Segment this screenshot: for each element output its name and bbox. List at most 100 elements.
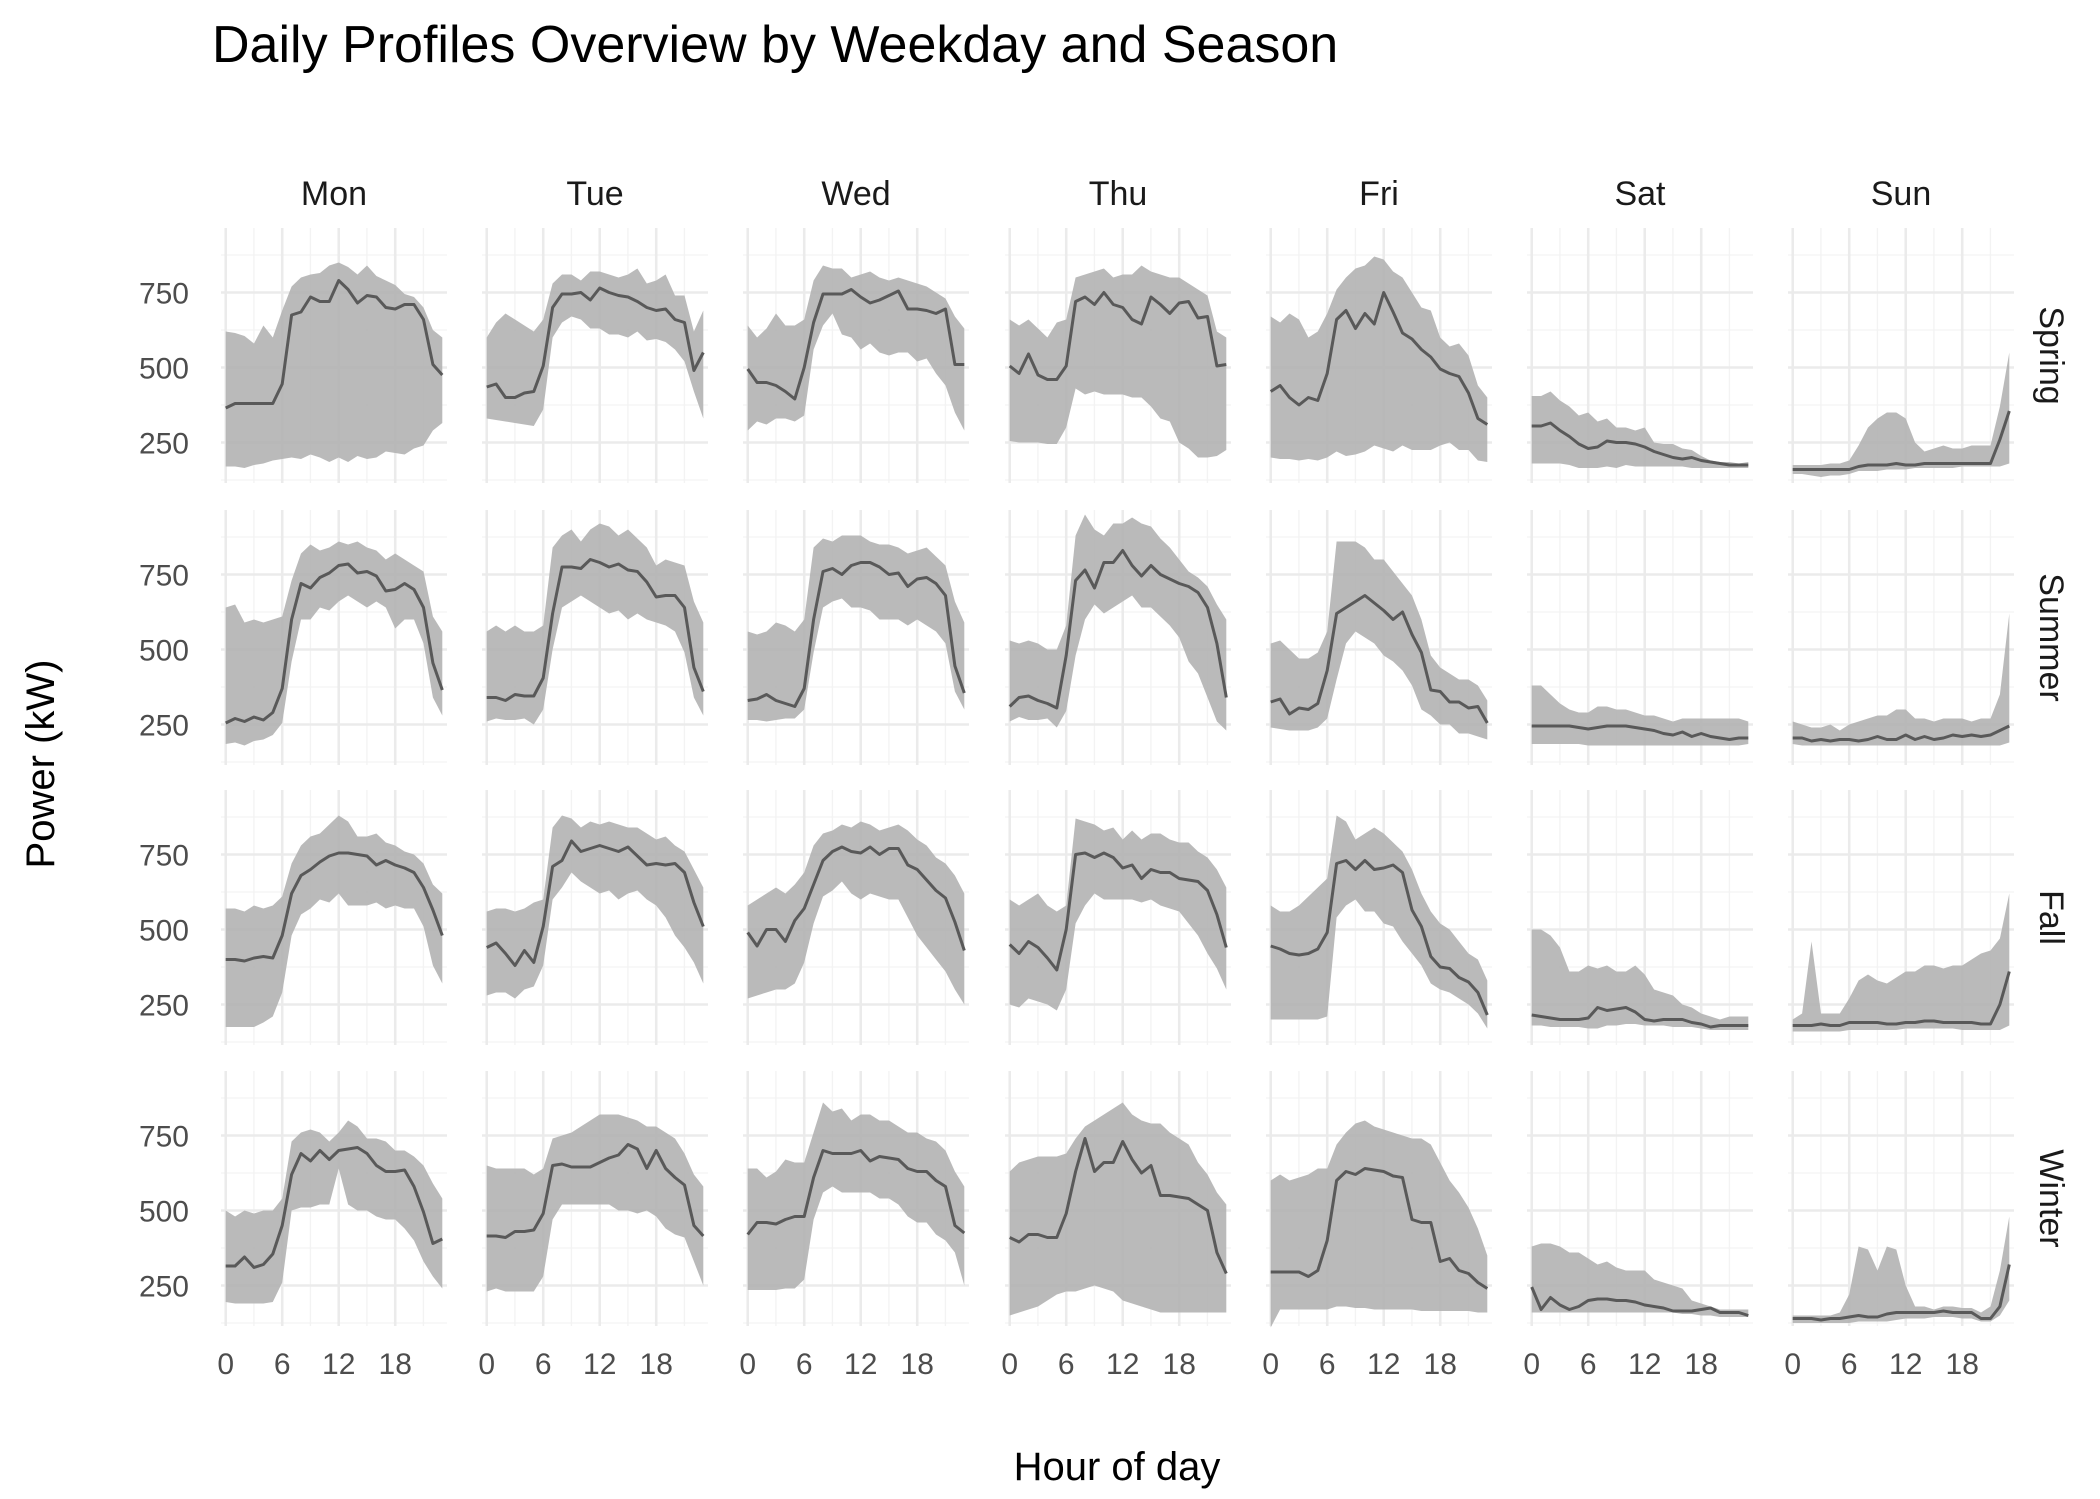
ribbon-band xyxy=(1270,256,1488,462)
row-strip-label: Spring xyxy=(2032,306,2070,404)
facet-panel xyxy=(1527,1071,1753,1326)
ribbon-band xyxy=(225,815,443,1027)
series-line xyxy=(1008,291,1227,381)
x-tick-label: 6 xyxy=(1841,1348,1858,1381)
y-tick-label: 250 xyxy=(139,990,189,1023)
x-tick-label: 12 xyxy=(1628,1348,1661,1381)
facet-panel xyxy=(1266,1071,1492,1328)
y-tick-label: 750 xyxy=(139,560,189,593)
x-tick-label: 12 xyxy=(844,1348,877,1381)
series-line xyxy=(486,558,705,702)
x-tick-label: 0 xyxy=(1001,1348,1018,1381)
y-tick-label: 250 xyxy=(139,428,189,461)
column-strip-label: Sat xyxy=(1614,175,1666,213)
ribbon-band xyxy=(225,1120,443,1304)
row-strip-label: Winter xyxy=(2032,1149,2070,1247)
series-line xyxy=(486,1143,705,1239)
y-tick-label: 750 xyxy=(139,278,189,311)
ribbon-band xyxy=(747,1102,965,1290)
row-strip-label: Summer xyxy=(2032,573,2070,701)
x-tick-label: 6 xyxy=(535,1348,552,1381)
ribbon-band xyxy=(1009,1102,1227,1316)
x-tick-label: 6 xyxy=(274,1348,291,1381)
facet-panels: Spring 250 500 750 Mon Tue Wed Thu Fri Sat Sun Summ… xyxy=(139,175,2070,1381)
series-line xyxy=(1530,1286,1749,1317)
facet-panel xyxy=(482,790,708,1045)
facet-panel xyxy=(221,1071,447,1326)
series-line xyxy=(746,1149,966,1236)
series-line xyxy=(746,845,966,951)
series-line xyxy=(1792,1264,2011,1322)
facet-panel xyxy=(482,1071,708,1326)
facet-panel xyxy=(1788,790,2014,1045)
x-tick-label: 12 xyxy=(322,1348,355,1381)
x-tick-label: 0 xyxy=(217,1348,234,1381)
series-line xyxy=(225,562,444,725)
facet-panel xyxy=(1788,228,2014,483)
x-tick-label: 12 xyxy=(1889,1348,1922,1381)
facet-panel xyxy=(743,790,969,1045)
ribbon-band xyxy=(1270,815,1488,1029)
x-tick-label: 0 xyxy=(739,1348,756,1381)
facet-panel xyxy=(1005,228,1231,483)
x-tick-label: 18 xyxy=(640,1348,673,1381)
ribbon-band xyxy=(1009,818,1227,1011)
x-tick-label: 18 xyxy=(1946,1348,1979,1381)
series-line xyxy=(1792,971,2011,1027)
series-line xyxy=(225,851,444,963)
x-tick-label: 12 xyxy=(1367,1348,1400,1381)
series-line xyxy=(225,279,444,410)
column-strip-label: Sun xyxy=(1871,175,1932,213)
series-line xyxy=(1009,1137,1228,1275)
ribbon-band xyxy=(225,262,443,468)
column-strip-label: Thu xyxy=(1089,175,1148,213)
facet-panel xyxy=(221,790,447,1045)
x-tick-label: 12 xyxy=(1106,1348,1139,1381)
series-line xyxy=(225,1146,443,1269)
x-tick-label: 6 xyxy=(1058,1348,1075,1381)
series-line xyxy=(746,288,965,401)
series-line xyxy=(1531,421,1749,467)
x-tick-label: 0 xyxy=(1784,1348,1801,1381)
ribbon-band xyxy=(486,815,704,999)
series-line xyxy=(486,839,705,967)
y-tick-label: 500 xyxy=(139,353,189,386)
column-strip-label: Tue xyxy=(566,175,623,213)
facet-panel xyxy=(1005,1071,1231,1326)
x-tick-label: 18 xyxy=(379,1348,412,1381)
facet-panel xyxy=(1266,790,1492,1045)
facet-panel xyxy=(1266,510,1492,765)
x-tick-label: 6 xyxy=(1319,1348,1336,1381)
series-line xyxy=(1792,410,2011,471)
series-line xyxy=(1270,594,1489,724)
ribbon-band xyxy=(1792,613,2010,746)
facet-panel xyxy=(743,510,969,765)
series-line xyxy=(1531,1006,1749,1029)
y-axis-title: Power (kW) xyxy=(19,660,63,869)
ribbon-band xyxy=(1531,685,1749,746)
series-line xyxy=(1008,851,1228,972)
y-tick-label: 500 xyxy=(139,1196,189,1229)
series-line xyxy=(486,286,705,399)
ribbon-band xyxy=(486,523,704,725)
facet-panel xyxy=(743,228,969,483)
x-tick-label: 18 xyxy=(1163,1348,1196,1381)
x-tick-label: 6 xyxy=(1580,1348,1597,1381)
facet-panel xyxy=(482,228,708,483)
series-line xyxy=(1008,549,1228,710)
facet-panel xyxy=(1788,1071,2014,1326)
ribbon-band xyxy=(1792,1216,2010,1323)
column-strip-label: Wed xyxy=(821,175,890,213)
x-tick-label: 0 xyxy=(478,1348,495,1381)
y-tick-label: 250 xyxy=(139,1271,189,1304)
x-tick-label: 18 xyxy=(1424,1348,1457,1381)
facet-panel xyxy=(1527,510,1753,765)
x-tick-label: 6 xyxy=(796,1348,813,1381)
facet-panel xyxy=(1266,228,1492,483)
facet-panel xyxy=(221,228,447,483)
y-tick-label: 750 xyxy=(139,1121,189,1154)
x-tick-label: 18 xyxy=(1685,1348,1718,1381)
x-tick-label: 18 xyxy=(901,1348,934,1381)
x-tick-label: 12 xyxy=(583,1348,616,1381)
y-tick-label: 750 xyxy=(139,840,189,873)
